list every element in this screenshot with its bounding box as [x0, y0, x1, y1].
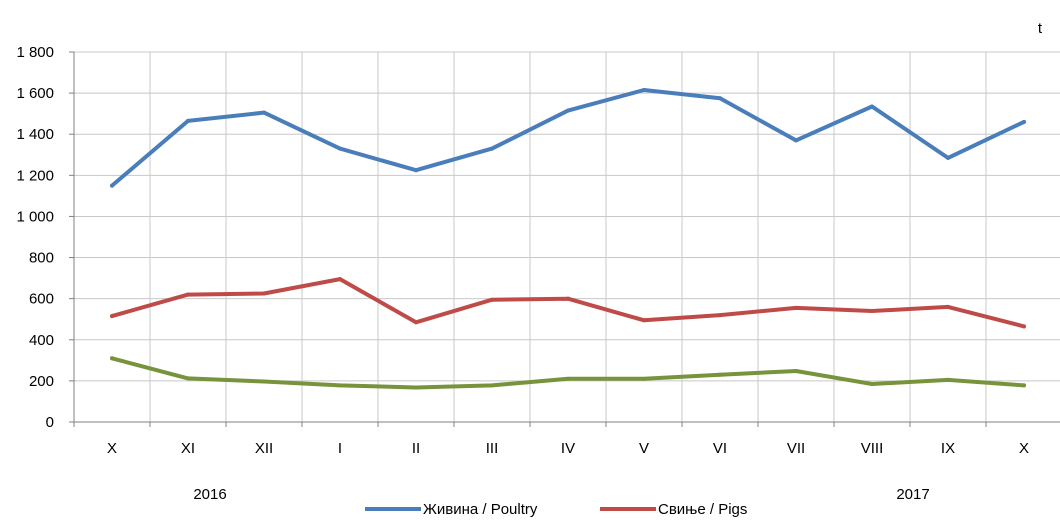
data-point [414, 385, 418, 390]
data-point [566, 376, 570, 381]
data-point [262, 110, 266, 115]
data-point [414, 320, 418, 325]
data-point [718, 96, 722, 101]
data-point [338, 146, 342, 151]
data-point [186, 118, 190, 123]
x-tick-label: XI [181, 440, 195, 457]
y-tick-label: 800 [29, 250, 54, 267]
x-tick-label: V [639, 440, 649, 457]
x-tick-label: IX [941, 440, 955, 457]
data-point [642, 376, 646, 381]
data-point [338, 277, 342, 282]
data-point [870, 309, 874, 313]
y-tick-label: 1 400 [16, 126, 54, 143]
x-tick-label: I [338, 440, 342, 457]
data-point [338, 383, 342, 388]
data-point [490, 383, 494, 388]
x-tick-label: III [486, 440, 499, 457]
data-point [186, 376, 190, 381]
tick-labels: 0 200 400 600 800 1 000 1 200 1 400 1 600 1 800 X X… [16, 44, 1029, 457]
y-tick-label: 600 [29, 291, 54, 308]
x-tick-label: X [107, 440, 117, 457]
data-point [946, 155, 950, 160]
data-point [414, 168, 418, 173]
data-series [110, 88, 1026, 390]
y-tick-label: 200 [29, 373, 54, 390]
x-tick-label: XII [255, 440, 273, 457]
data-point [490, 297, 494, 302]
series-line-0 [110, 88, 1026, 188]
data-point [794, 305, 798, 310]
data-point [262, 291, 266, 296]
series-line-2 [110, 356, 1026, 390]
x-tick-label: IV [561, 440, 575, 457]
data-point [642, 318, 646, 323]
data-point [794, 138, 798, 143]
data-point [566, 296, 570, 301]
data-point [186, 292, 190, 297]
data-point [110, 183, 114, 188]
y-tick-label: 1 000 [16, 208, 54, 225]
data-point [1022, 119, 1026, 124]
data-point [718, 313, 722, 318]
x-tick-label: VI [713, 440, 727, 457]
legend-label: Свиње / Pigs [658, 501, 747, 518]
y-tick-label: 1 600 [16, 85, 54, 102]
data-point [870, 104, 874, 109]
data-point [1022, 324, 1026, 329]
data-point [110, 314, 114, 319]
data-point [1022, 383, 1026, 388]
grid-lines [74, 51, 1060, 422]
data-point [794, 369, 798, 374]
data-point [262, 379, 266, 384]
data-point [566, 108, 570, 113]
x-tick-label: VII [787, 440, 805, 457]
data-point [490, 146, 494, 151]
unit-label: t [1038, 20, 1043, 37]
axes [69, 51, 1060, 427]
data-point [870, 381, 874, 386]
legend: Живина / Poultry Свиње / Pigs [365, 501, 747, 518]
data-point [110, 356, 114, 361]
legend-label: Живина / Poultry [423, 501, 538, 518]
y-tick-label: 1 200 [16, 167, 54, 184]
data-point [642, 88, 646, 93]
y-tick-label: 400 [29, 332, 54, 349]
y-tick-label: 1 800 [16, 44, 54, 61]
year-label-2016: 2016 [193, 486, 226, 503]
x-tick-label: X [1019, 440, 1029, 457]
data-point [946, 304, 950, 309]
y-tick-label: 0 [46, 414, 54, 431]
x-tick-label: VIII [861, 440, 884, 457]
year-label-2017: 2017 [896, 486, 929, 503]
data-point [946, 377, 950, 382]
series-line-1 [110, 277, 1026, 329]
data-point [718, 372, 722, 377]
x-tick-label: II [412, 440, 420, 457]
